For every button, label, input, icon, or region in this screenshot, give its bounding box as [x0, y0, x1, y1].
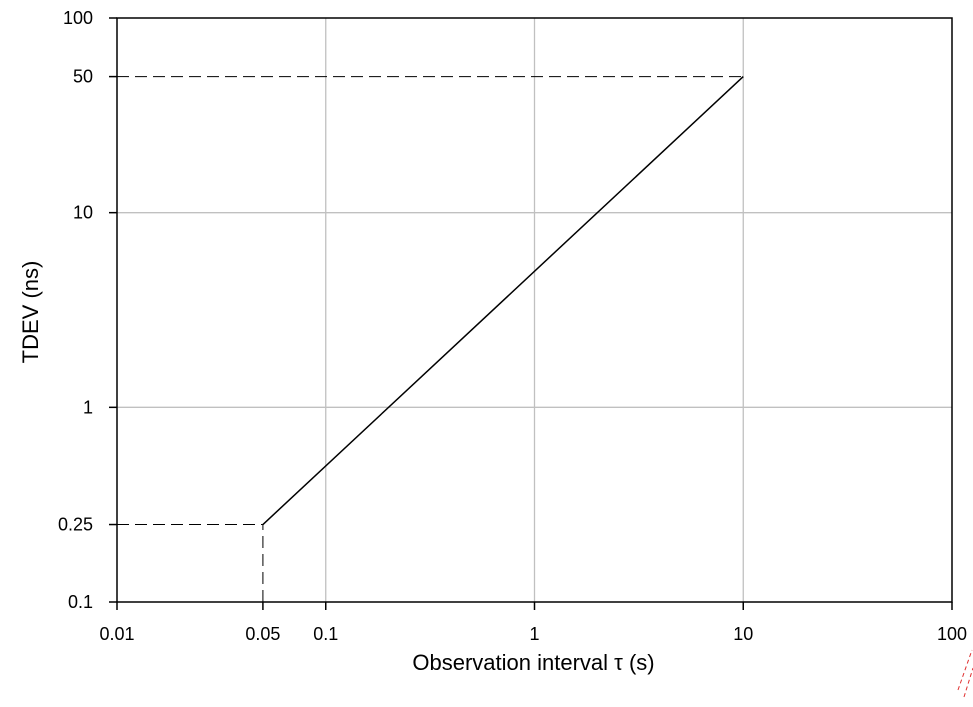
edge-decoration — [957, 649, 973, 698]
y-tick-label: 0.1 — [68, 592, 93, 612]
x-axis-title: Observation interval τ (s) — [412, 650, 654, 675]
y-tick-label: 1 — [83, 397, 93, 417]
x-tick-label: 10 — [733, 624, 753, 644]
x-tick-label: 100 — [937, 624, 967, 644]
red-dash-mark — [957, 649, 973, 691]
y-tick-label: 0.25 — [58, 515, 93, 535]
tick-layer: 0.01 0.05 0.1 1 10 100 0.1 0.25 1 10 50 100 — [58, 8, 967, 644]
y-tick-label: 100 — [63, 8, 93, 28]
x-tick-label: 1 — [529, 624, 539, 644]
series-line — [262, 76, 744, 526]
x-tick-label: 0.05 — [245, 624, 280, 644]
y-tick-label: 50 — [73, 67, 93, 87]
series-layer — [262, 76, 744, 526]
x-tick-label: 0.1 — [313, 624, 338, 644]
y-axis-title: TDEV (ns) — [18, 261, 43, 364]
reference-lines — [117, 76, 744, 602]
red-dash-mark — [963, 667, 973, 698]
y-tick-label: 10 — [73, 203, 93, 223]
x-tick-label: 0.01 — [99, 624, 134, 644]
grid-layer — [117, 18, 952, 602]
